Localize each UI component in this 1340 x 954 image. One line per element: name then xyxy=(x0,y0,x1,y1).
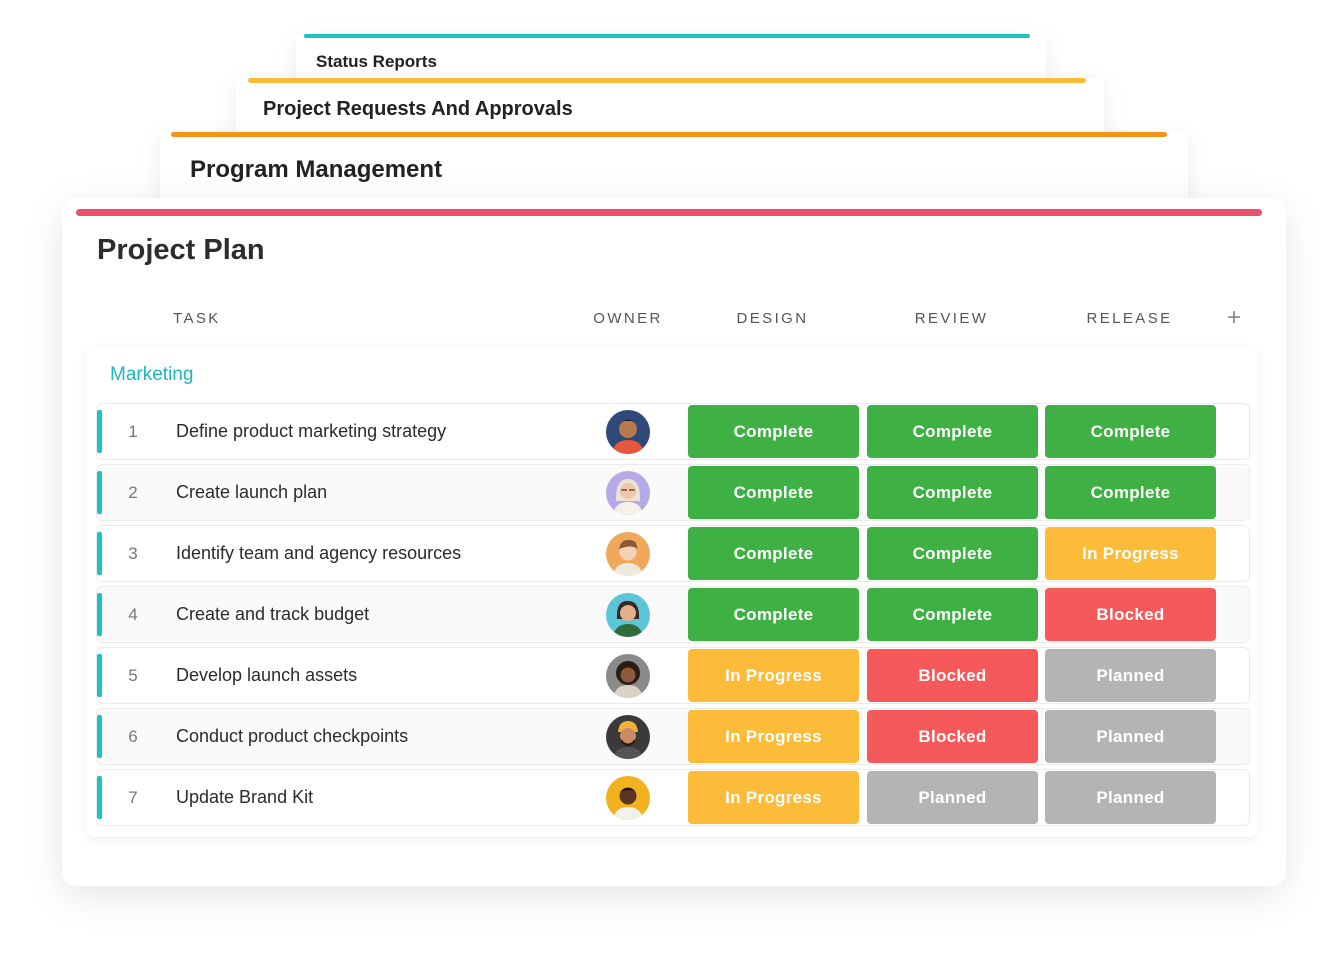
status-release[interactable]: Complete xyxy=(1045,405,1216,458)
status-reports-color-bar xyxy=(304,34,1030,38)
row-accent xyxy=(97,410,102,453)
row-number: 3 xyxy=(128,544,138,563)
task-name[interactable]: Conduct product checkpoints xyxy=(176,726,409,746)
status-design[interactable]: Complete xyxy=(688,405,859,458)
status-review[interactable]: Complete xyxy=(867,588,1038,641)
row-accent xyxy=(97,654,102,697)
table-row[interactable]: 4 Create and track budget Complete Compl… xyxy=(96,586,1250,643)
task-name[interactable]: Create launch plan xyxy=(176,482,328,502)
tab-title: Program Management xyxy=(190,156,443,183)
program-management-color-bar xyxy=(171,132,1167,137)
owner-avatar[interactable] xyxy=(606,776,650,820)
project-plan-color-bar xyxy=(76,209,1262,216)
status-release[interactable]: Planned xyxy=(1045,649,1216,702)
task-name[interactable]: Identify team and agency resources xyxy=(176,543,462,563)
owner-avatar[interactable] xyxy=(606,471,650,515)
column-header-review[interactable]: REVIEW xyxy=(914,310,989,327)
row-accent xyxy=(97,715,102,758)
table-row[interactable]: 6 Conduct product checkpoints In Progres… xyxy=(96,708,1250,765)
status-release[interactable]: Blocked xyxy=(1045,588,1216,641)
owner-avatar[interactable] xyxy=(606,410,650,454)
table-row[interactable]: 2 Create launch plan Complete Complete C… xyxy=(96,464,1250,521)
table-row[interactable]: 1 Define product marketing strategy Comp… xyxy=(96,403,1250,460)
task-name[interactable]: Update Brand Kit xyxy=(176,787,314,807)
row-number: 6 xyxy=(128,727,138,746)
status-design[interactable]: In Progress xyxy=(688,710,859,763)
tab-title: Status Reports xyxy=(316,52,437,71)
project-requests-color-bar xyxy=(248,78,1086,83)
status-design[interactable]: In Progress xyxy=(688,649,859,702)
row-accent xyxy=(97,532,102,575)
row-accent xyxy=(97,776,102,819)
status-design[interactable]: In Progress xyxy=(688,771,859,824)
tab-title: Project Requests And Approvals xyxy=(263,98,573,120)
status-design[interactable]: Complete xyxy=(688,527,859,580)
add-column-icon[interactable]: + xyxy=(1226,304,1241,331)
status-release[interactable]: Planned xyxy=(1045,710,1216,763)
column-header-task[interactable]: TASK xyxy=(173,310,221,327)
table-row[interactable]: 5 Develop launch assets In Progress Bloc… xyxy=(96,647,1250,704)
status-review[interactable]: Blocked xyxy=(867,710,1038,763)
group-label[interactable]: Marketing xyxy=(110,364,194,385)
status-release[interactable]: Complete xyxy=(1045,466,1216,519)
column-header-design[interactable]: DESIGN xyxy=(736,310,809,327)
group-marketing: Marketing 1 Define product marketing str… xyxy=(86,348,1258,837)
status-design[interactable]: Complete xyxy=(688,466,859,519)
row-accent xyxy=(97,471,102,514)
task-name[interactable]: Create and track budget xyxy=(176,604,370,624)
status-release[interactable]: Planned xyxy=(1045,771,1216,824)
table-row[interactable]: 3 Identify team and agency resources Com… xyxy=(96,525,1250,582)
owner-avatar[interactable] xyxy=(606,654,650,698)
status-review[interactable]: Complete xyxy=(867,405,1038,458)
row-number: 7 xyxy=(128,788,138,807)
row-number: 5 xyxy=(128,666,138,685)
status-release[interactable]: In Progress xyxy=(1045,527,1216,580)
project-plan-sheet: Project Plan TASK OWNER DESIGN REVIEW RE… xyxy=(62,198,1286,886)
status-review[interactable]: Planned xyxy=(867,771,1038,824)
owner-avatar[interactable] xyxy=(606,715,650,759)
owner-avatar[interactable] xyxy=(606,593,650,637)
column-header-release[interactable]: RELEASE xyxy=(1086,310,1173,327)
column-header-owner[interactable]: OWNER xyxy=(593,310,663,327)
page-title: Project Plan xyxy=(97,234,265,266)
row-number: 4 xyxy=(128,605,138,624)
table-row[interactable]: 7 Update Brand Kit In Progress Planned P… xyxy=(96,769,1250,826)
task-name[interactable]: Define product marketing strategy xyxy=(176,421,447,441)
row-number: 2 xyxy=(128,483,138,502)
status-review[interactable]: Complete xyxy=(867,527,1038,580)
status-review[interactable]: Blocked xyxy=(867,649,1038,702)
status-design[interactable]: Complete xyxy=(688,588,859,641)
status-review[interactable]: Complete xyxy=(867,466,1038,519)
row-accent xyxy=(97,593,102,636)
task-name[interactable]: Develop launch assets xyxy=(176,665,358,685)
owner-avatar[interactable] xyxy=(606,532,650,576)
row-number: 1 xyxy=(128,422,138,441)
